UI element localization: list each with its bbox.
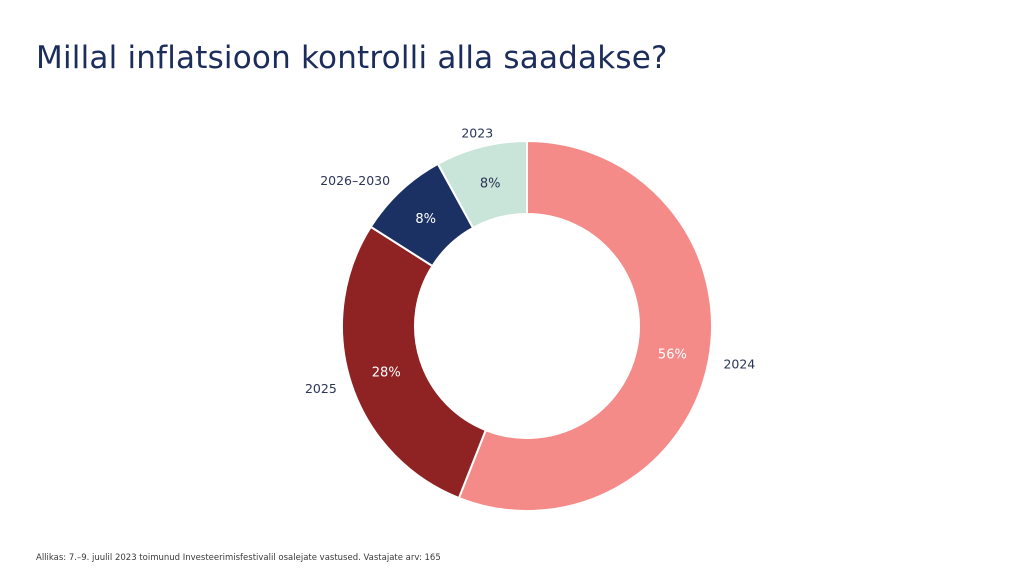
value-label: 56% xyxy=(658,348,687,363)
slice-2025 xyxy=(341,225,488,500)
chart-title: Millal inflatsioon kontrolli alla saadak… xyxy=(36,40,668,76)
category-label: 2024 xyxy=(723,356,755,371)
category-label: 2023 xyxy=(461,125,493,140)
value-label: 8% xyxy=(415,212,436,227)
category-label: 2026–2030 xyxy=(320,173,390,188)
slice-2024 xyxy=(457,139,713,512)
source-note: Allikas: 7.–9. juulil 2023 toimunud Inve… xyxy=(36,553,441,563)
value-label: 28% xyxy=(372,366,401,381)
value-label: 8% xyxy=(480,177,501,192)
slice-2023 xyxy=(436,139,528,230)
category-label: 2025 xyxy=(305,381,337,396)
